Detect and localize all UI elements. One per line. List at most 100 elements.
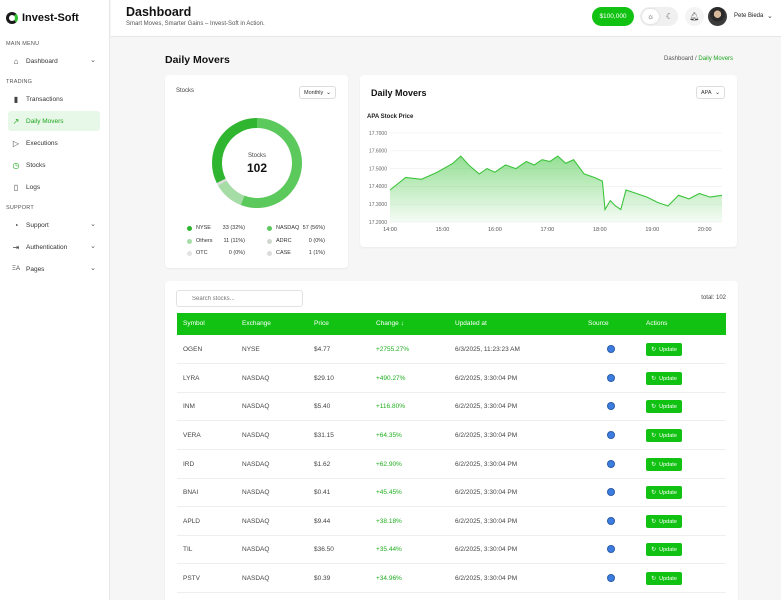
table-row: IRD NASDAQ $1.62 +62.90% 6/2/2025, 3:30:… xyxy=(177,450,726,479)
update-button[interactable]: ↻ Update xyxy=(646,343,682,356)
file-icon: ▯ xyxy=(13,182,19,192)
update-button[interactable]: ↻ Update xyxy=(646,515,682,528)
moon-icon[interactable]: ☾ xyxy=(665,12,674,21)
col-source: Source xyxy=(588,320,609,327)
chevron-down-icon[interactable]: ⌄ xyxy=(767,13,773,20)
legend-item-others: Others 11 (11%) xyxy=(187,237,245,245)
breadcrumb-parent[interactable]: Dashboard xyxy=(664,56,694,62)
sidebar-item-dashboard[interactable]: ⌂ Dashboard ⌄ xyxy=(8,51,100,71)
refresh-icon: ↻ xyxy=(651,404,657,410)
sidebar-item-logs[interactable]: ▯ Logs xyxy=(8,177,100,197)
source-icon[interactable] xyxy=(607,517,615,525)
sidebar-item-executions[interactable]: ▷ Executions xyxy=(8,133,100,153)
translate-icon: ΞA xyxy=(12,266,20,272)
donut-slice-others[interactable] xyxy=(218,180,245,205)
sidebar-item-stocks[interactable]: ◷ Stocks xyxy=(8,155,100,175)
donut-center-label: Stocks xyxy=(247,153,266,159)
cell-symbol: APLD xyxy=(183,518,200,525)
sidebar-item-label: Support xyxy=(26,221,49,229)
cell-symbol: TIL xyxy=(183,546,193,553)
cell-price: $9.44 xyxy=(314,518,331,525)
update-button[interactable]: ↻ Update xyxy=(646,372,682,385)
cell-exchange: NASDAQ xyxy=(242,432,270,439)
source-icon[interactable] xyxy=(607,574,615,582)
table-row: VERA NASDAQ $31.15 +64.35% 6/2/2025, 3:3… xyxy=(177,421,726,450)
table-row: APLD NASDAQ $9.44 +38.18% 6/2/2025, 3:30… xyxy=(177,507,726,536)
source-icon[interactable] xyxy=(607,545,615,553)
x-tick-label: 14:00 xyxy=(383,227,397,233)
donut-slice-nyse[interactable] xyxy=(212,118,258,184)
legend-dot xyxy=(267,238,272,244)
logo[interactable]: Invest-Soft xyxy=(0,0,109,36)
notification-bell-icon[interactable]: 🔔︎ xyxy=(685,7,704,26)
x-tick-label: 18:00 xyxy=(593,227,607,233)
update-button[interactable]: ↻ Update xyxy=(646,572,682,585)
cell-change: +38.18% xyxy=(376,518,402,525)
login-icon: ⇥ xyxy=(12,242,20,252)
cell-updated: 6/2/2025, 3:30:04 PM xyxy=(455,403,518,410)
cell-updated: 6/2/2025, 3:30:04 PM xyxy=(455,575,518,582)
cell-change: +34.96% xyxy=(376,575,402,582)
x-tick-label: 19:00 xyxy=(645,227,659,233)
user-name[interactable]: Pete Bieda xyxy=(734,13,764,19)
price-area xyxy=(390,156,722,222)
stocks-table-card: ⌕ total: 102 Symbol Exchange Price Chang… xyxy=(165,281,738,600)
col-price[interactable]: Price xyxy=(314,320,329,327)
balance-button[interactable]: $100,000 xyxy=(592,7,634,26)
legend-name: Others xyxy=(196,238,213,244)
col-exchange[interactable]: Exchange xyxy=(242,320,271,327)
sun-icon[interactable]: ☼ xyxy=(642,9,659,24)
theme-toggle[interactable]: ☼ ☾ xyxy=(640,7,678,26)
cell-symbol: PSTV xyxy=(183,575,200,582)
chevron-down-icon: ⌄ xyxy=(90,243,96,250)
sidebar-item-label: Daily Movers xyxy=(26,117,64,125)
sidebar-item-pages[interactable]: ΞA Pages ⌄ xyxy=(8,259,100,279)
sidebar-item-label: Authentication xyxy=(26,243,68,251)
source-icon[interactable] xyxy=(607,460,615,468)
period-select[interactable]: Monthly ⌄ xyxy=(299,86,336,99)
col-change[interactable]: Change ↓ xyxy=(376,320,404,327)
update-label: Update xyxy=(659,403,677,410)
search-input[interactable] xyxy=(176,290,303,307)
source-icon[interactable] xyxy=(607,402,615,410)
sidebar-item-authentication[interactable]: ⇥ Authentication ⌄ xyxy=(8,237,100,257)
col-updated[interactable]: Updated at xyxy=(455,320,487,327)
cell-updated: 6/2/2025, 3:30:04 PM xyxy=(455,489,518,496)
source-icon[interactable] xyxy=(607,431,615,439)
cell-updated: 6/2/2025, 3:30:04 PM xyxy=(455,461,518,468)
col-symbol[interactable]: Symbol xyxy=(183,320,205,327)
play-icon: ▷ xyxy=(12,138,20,148)
avatar[interactable] xyxy=(708,7,727,26)
update-button[interactable]: ↻ Update xyxy=(646,543,682,556)
update-button[interactable]: ↻ Update xyxy=(646,458,682,471)
cell-exchange: NYSE xyxy=(242,346,260,353)
legend-value: 57 (56%) xyxy=(302,225,325,231)
sidebar-item-support[interactable]: ◔ Support ⌄ xyxy=(8,215,100,235)
stocks-card-label: Stocks xyxy=(176,88,195,94)
sidebar-item-daily-movers[interactable]: ↗ Daily Movers xyxy=(8,111,100,131)
legend-dot xyxy=(187,225,192,231)
legend-name: NASDAQ xyxy=(276,225,300,231)
cell-price: $1.62 xyxy=(314,461,331,468)
source-icon[interactable] xyxy=(607,374,615,382)
source-icon[interactable] xyxy=(607,345,615,353)
donut-slice-nasdaq[interactable] xyxy=(240,118,302,208)
update-button[interactable]: ↻ Update xyxy=(646,400,682,413)
symbol-select[interactable]: APA ⌄ xyxy=(696,86,725,99)
clock-icon: ◷ xyxy=(12,160,20,170)
update-label: Update xyxy=(659,375,677,382)
update-label: Update xyxy=(659,461,677,468)
sidebar-section-title: SUPPORT xyxy=(6,205,34,211)
sidebar-item-transactions[interactable]: ▮ Transactions xyxy=(8,89,100,109)
update-button[interactable]: ↻ Update xyxy=(646,429,682,442)
daily-movers-chart-card: Daily Movers APA ⌄ APA Stock Price 17.70… xyxy=(360,75,737,247)
x-tick-label: 16:00 xyxy=(488,227,502,233)
source-icon[interactable] xyxy=(607,488,615,496)
legend-value: 0 (0%) xyxy=(308,238,325,244)
donut-slice-case[interactable] xyxy=(216,178,227,186)
trend-up-icon: ↗ xyxy=(12,116,20,126)
y-tick-label: 17.7000 xyxy=(369,131,387,137)
sidebar-section-title: TRADING xyxy=(6,79,33,85)
update-button[interactable]: ↻ Update xyxy=(646,486,682,499)
cell-symbol: OGEN xyxy=(183,346,203,353)
